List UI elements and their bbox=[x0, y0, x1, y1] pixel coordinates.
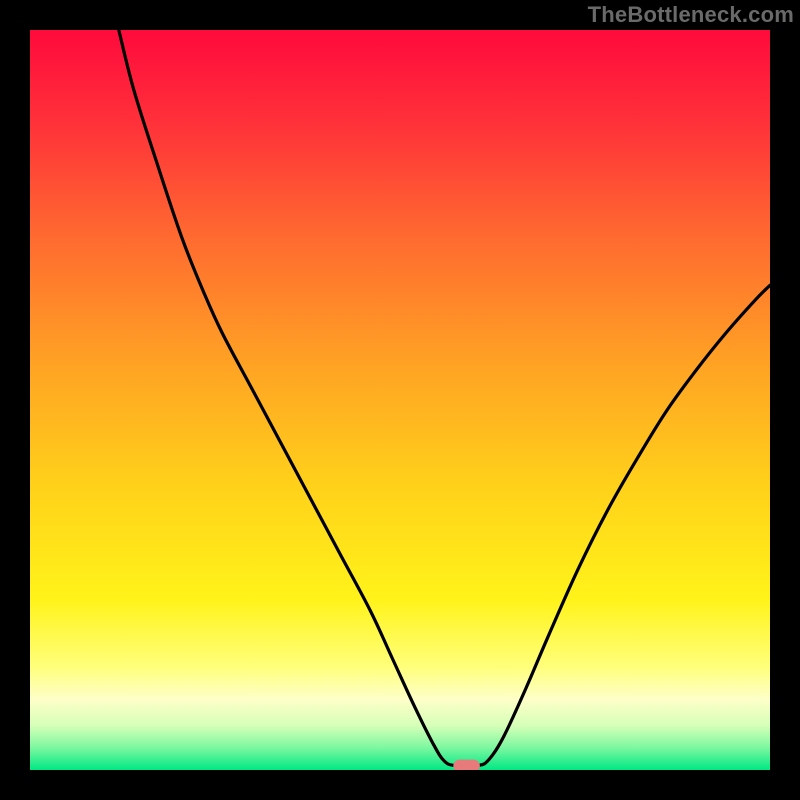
bottleneck-chart bbox=[30, 30, 770, 770]
plot-area bbox=[30, 30, 770, 770]
gradient-background bbox=[30, 30, 770, 770]
watermark-text: TheBottleneck.com bbox=[588, 2, 794, 28]
chart-stage: TheBottleneck.com bbox=[0, 0, 800, 800]
optimal-point-marker bbox=[453, 760, 480, 770]
